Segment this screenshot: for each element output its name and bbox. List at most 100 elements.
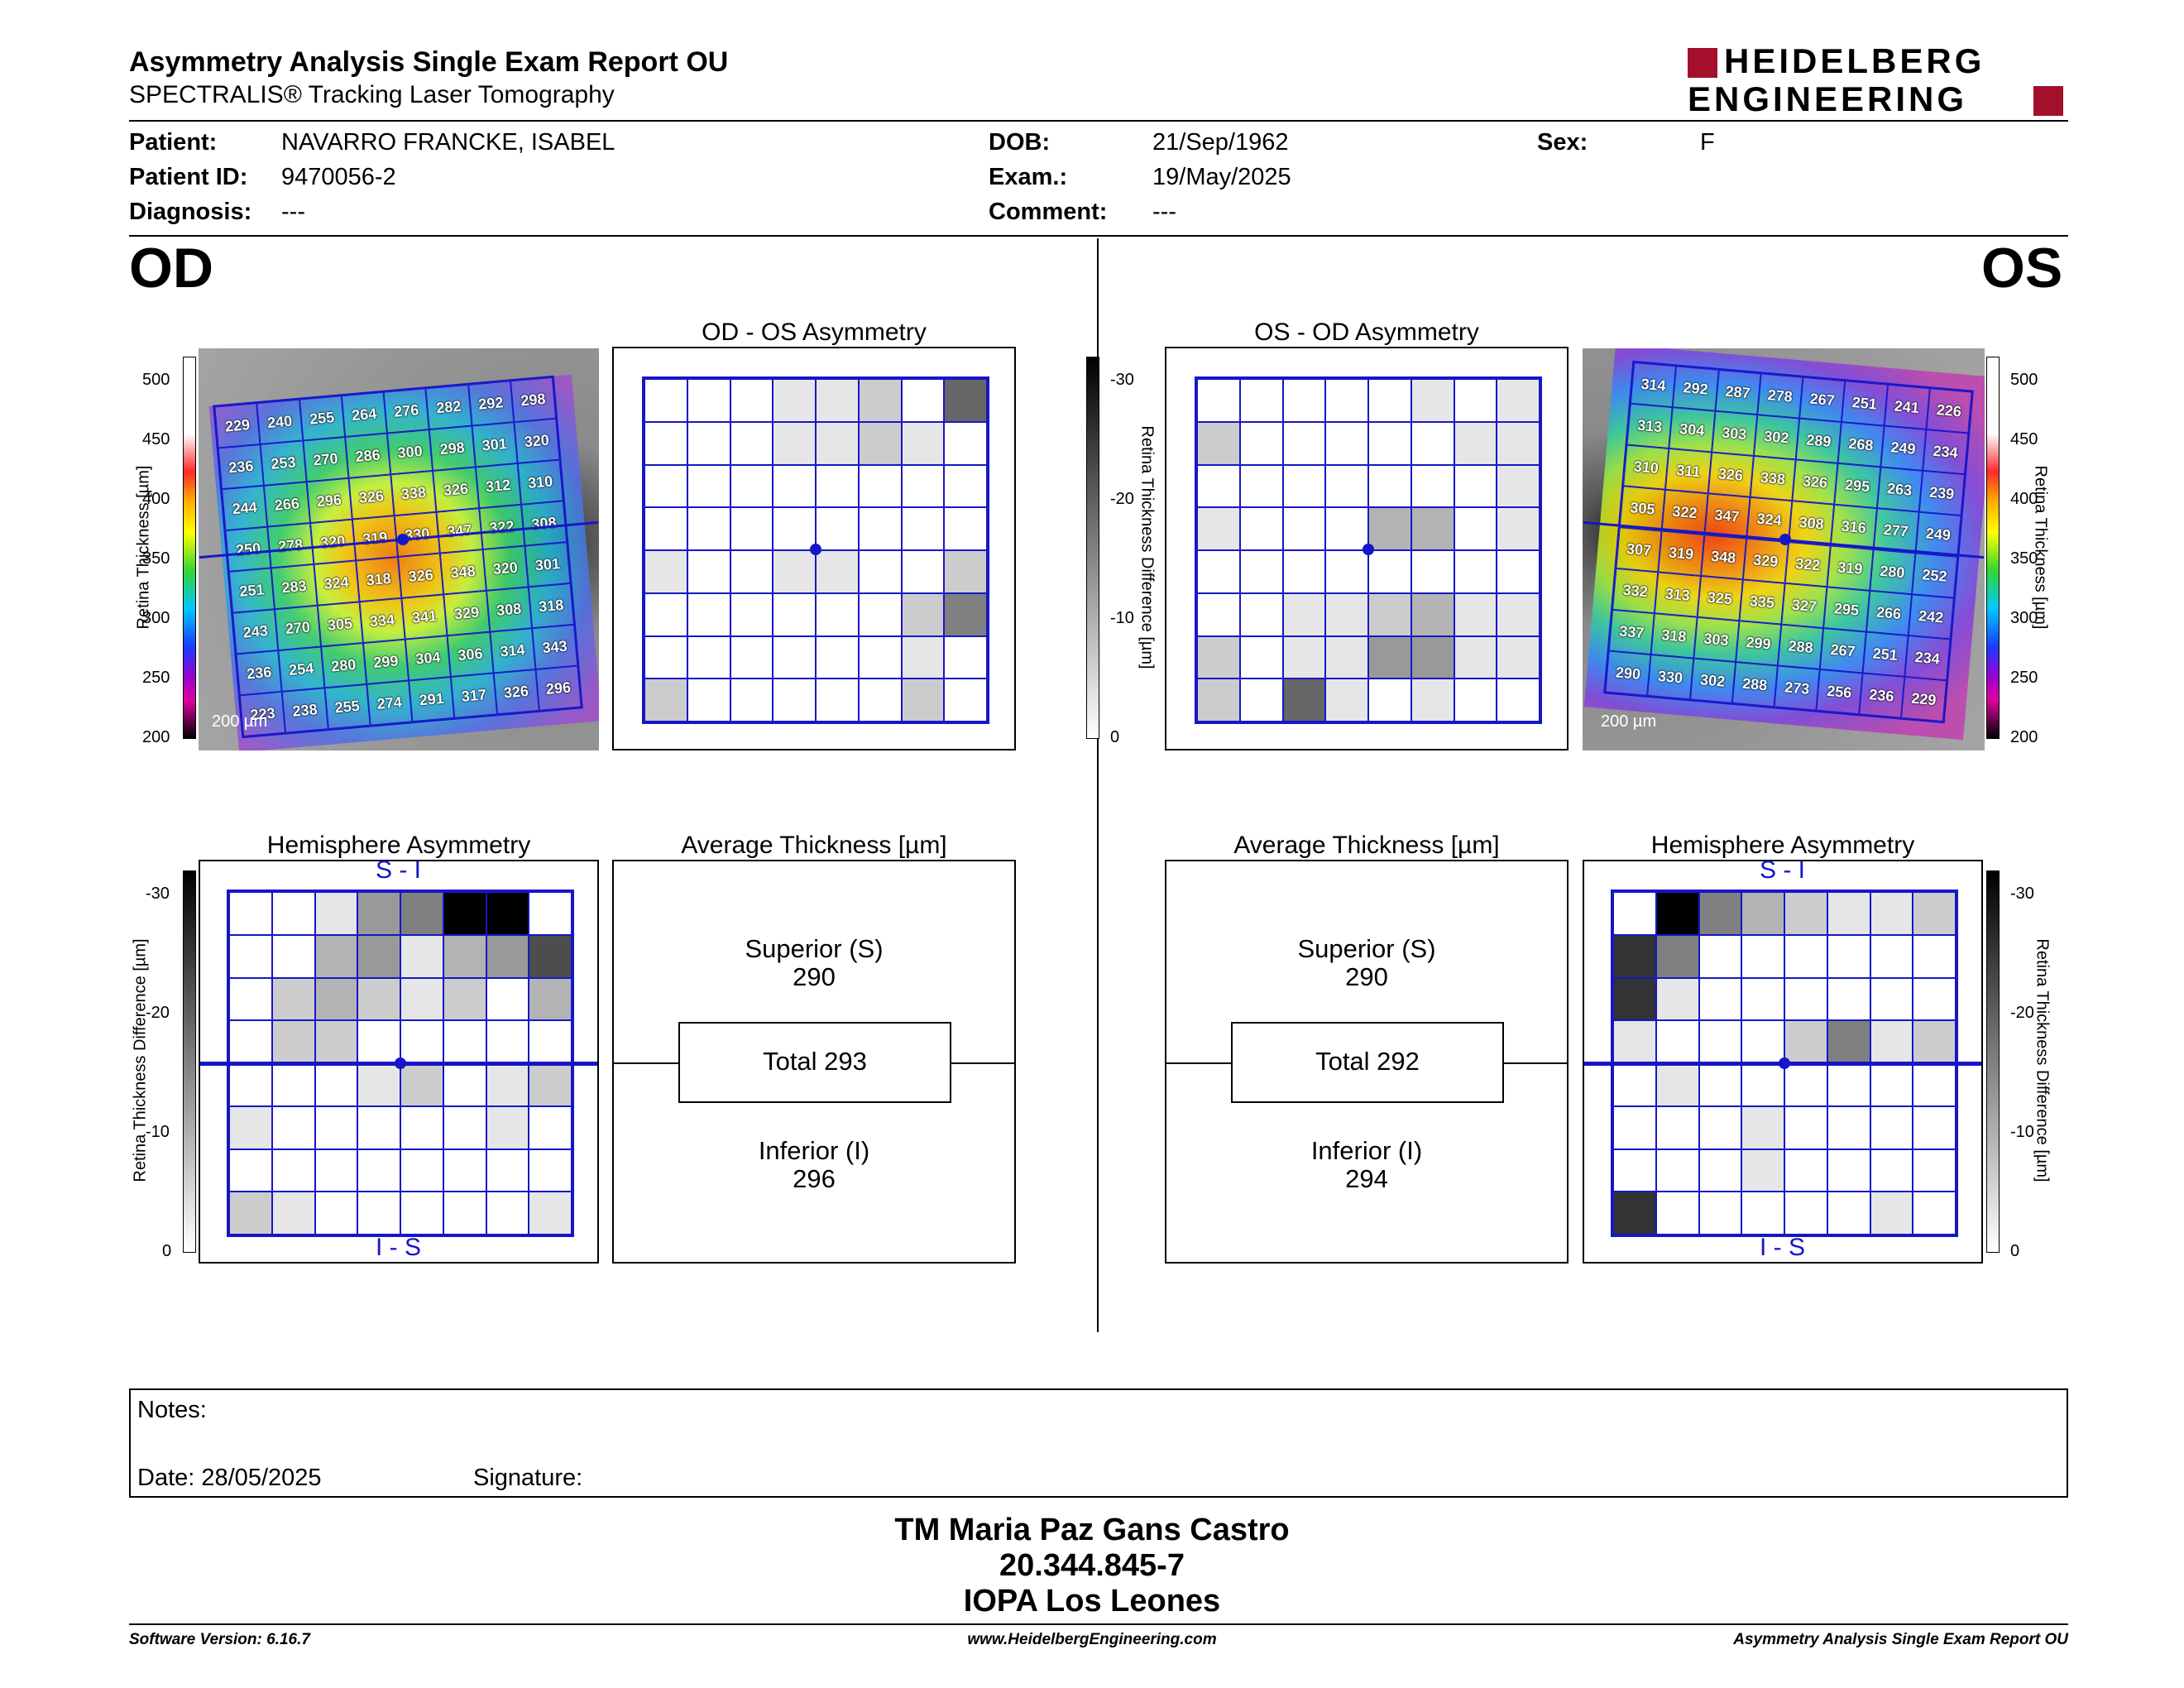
od-asym-cell bbox=[816, 635, 859, 679]
os-asym-cell bbox=[1239, 550, 1283, 593]
od-hemi-cell bbox=[529, 892, 572, 935]
os-hemi-cell bbox=[1827, 1149, 1870, 1192]
od-hemi-cell bbox=[357, 892, 400, 935]
os-hemi-cell bbox=[1913, 1020, 1956, 1063]
os-thickness-value: 267 bbox=[1819, 628, 1866, 674]
od-thickness-value: 301 bbox=[524, 542, 571, 587]
os-hemi-center-marker bbox=[1779, 1057, 1790, 1069]
od-fundus-image: 229 240 255 264 276 282 292 298 236 253 270 286 300 2… bbox=[199, 348, 599, 750]
os-thickness-value: 236 bbox=[1858, 673, 1905, 718]
od-hemi-cell bbox=[400, 1063, 443, 1106]
os-total-box: Total 292 bbox=[1231, 1022, 1504, 1103]
os-hemi-cell bbox=[1655, 1020, 1699, 1063]
od-thickness-value: 306 bbox=[447, 631, 494, 677]
od-thickness-value: 244 bbox=[222, 485, 268, 531]
od-asym-cell bbox=[858, 379, 902, 422]
os-hemi-bottom-label: I - S bbox=[1760, 1234, 1806, 1261]
signature-id: 20.344.845-7 bbox=[999, 1548, 1185, 1583]
os-asym-cell bbox=[1368, 464, 1411, 508]
os-thk-tick-300: 300 bbox=[2010, 609, 2038, 627]
od-thickness-value: 338 bbox=[390, 470, 437, 516]
footer-website[interactable]: www.HeidelbergEngineering.com bbox=[967, 1631, 1217, 1648]
os-hemi-cell bbox=[1613, 1020, 1656, 1063]
os-inferior-label: Inferior (I) bbox=[1310, 1136, 1423, 1165]
os-thickness-value: 303 bbox=[1693, 616, 1740, 662]
os-hemi-cell bbox=[1655, 1105, 1699, 1149]
od-asym-cell bbox=[944, 421, 987, 465]
logo-red-square-top bbox=[1688, 48, 1717, 78]
os-thickness-value: 288 bbox=[1777, 624, 1824, 669]
od-hemi-cell bbox=[443, 934, 486, 978]
od-asym-cell bbox=[730, 507, 774, 550]
os-hemi-cell bbox=[1784, 1105, 1827, 1149]
od-inferior-label: Inferior (I) bbox=[758, 1136, 870, 1165]
od-hemi-cell bbox=[529, 934, 572, 978]
od-asym-cell bbox=[816, 464, 859, 508]
center-diff-scale-label: Retina Thickness Difference [µm] bbox=[1138, 425, 1157, 669]
os-asym-cell bbox=[1497, 635, 1540, 679]
os-asym-cell bbox=[1410, 635, 1454, 679]
os-hemi-cell bbox=[1870, 1149, 1913, 1192]
logo-text-engineering: ENGINEERING bbox=[1688, 79, 1968, 118]
os-asym-cell bbox=[1325, 550, 1368, 593]
os-asym-cell bbox=[1282, 379, 1326, 422]
os-hemi-cell bbox=[1741, 1149, 1784, 1192]
od-hemi-cell bbox=[314, 892, 358, 935]
od-hemi-cell bbox=[443, 1020, 486, 1063]
od-thickness-value: 329 bbox=[443, 590, 490, 636]
od-thickness-value: 300 bbox=[386, 429, 433, 475]
os-thickness-value: 226 bbox=[1926, 388, 1972, 434]
od-hemi-center-marker bbox=[395, 1057, 406, 1069]
od-thickness-value: 326 bbox=[433, 467, 479, 512]
od-hemi-cell bbox=[357, 1020, 400, 1063]
od-hemi-cell bbox=[271, 1192, 315, 1235]
od-thickness-value: 283 bbox=[271, 563, 318, 610]
os-asym-cell bbox=[1197, 464, 1240, 508]
notes-box[interactable]: Notes: Date: 28/05/2025 Signature: bbox=[129, 1388, 2068, 1498]
dob-label: DOB: bbox=[989, 129, 1051, 156]
od-thickness-value: 322 bbox=[478, 504, 525, 550]
center-diff-tick-20: -20 bbox=[1110, 490, 1134, 508]
comment-label: Comment: bbox=[989, 199, 1108, 225]
os-thickness-value: 313 bbox=[1655, 572, 1701, 617]
od-asym-cell bbox=[901, 550, 945, 593]
comment-value: --- bbox=[1152, 199, 1176, 225]
os-thk-tick-450: 450 bbox=[2010, 430, 2038, 448]
od-thickness-value: 255 bbox=[323, 683, 371, 730]
os-asym-cell bbox=[1497, 421, 1540, 465]
od-thickness-value: 314 bbox=[489, 628, 536, 674]
od-hemi-cell bbox=[400, 1020, 443, 1063]
od-superior-label: Superior (S) bbox=[745, 934, 884, 963]
os-fundus-image: 314 292 287 278 267 251 241 226 313 304 303 302 289 2… bbox=[1583, 348, 1985, 750]
od-hemi-title: Hemisphere Asymmetry bbox=[266, 832, 531, 859]
os-hemi-scale bbox=[1986, 870, 2000, 1253]
od-thk-tick-500: 500 bbox=[142, 371, 170, 389]
os-thickness-value: 251 bbox=[1862, 631, 1909, 677]
od-thickness-scale-label: Retina Thickness [µm] bbox=[134, 465, 153, 630]
od-asym-cell bbox=[901, 507, 945, 550]
patient-label: Patient: bbox=[129, 129, 218, 156]
od-hemi-grid bbox=[227, 890, 574, 1237]
os-hemi-top-label: S - I bbox=[1760, 856, 1806, 884]
od-hemi-cell bbox=[486, 1063, 529, 1106]
od-asym-cell bbox=[944, 592, 987, 636]
os-hemi-cell bbox=[1698, 892, 1742, 935]
od-asym-cell bbox=[644, 421, 687, 465]
patient-divider bbox=[129, 235, 2068, 237]
od-hemi-cell bbox=[314, 1105, 358, 1149]
os-hemi-cell bbox=[1655, 1063, 1699, 1106]
os-thickness-value: 326 bbox=[1792, 459, 1838, 505]
od-asym-cell bbox=[773, 635, 816, 679]
od-thickness-value: 229 bbox=[214, 403, 261, 448]
od-asym-cell bbox=[773, 592, 816, 636]
od-hemi-cell bbox=[529, 1192, 572, 1235]
os-asym-cell bbox=[1239, 421, 1283, 465]
os-thickness-value: 295 bbox=[1834, 463, 1880, 509]
od-hemi-cell bbox=[443, 1192, 486, 1235]
od-hemi-cell bbox=[314, 934, 358, 978]
od-hemi-tick-20: -20 bbox=[146, 1004, 170, 1022]
dob-value: 21/Sep/1962 bbox=[1152, 129, 1289, 156]
os-asym-cell bbox=[1497, 550, 1540, 593]
od-asym-cell bbox=[644, 464, 687, 508]
od-hemi-cell bbox=[486, 892, 529, 935]
